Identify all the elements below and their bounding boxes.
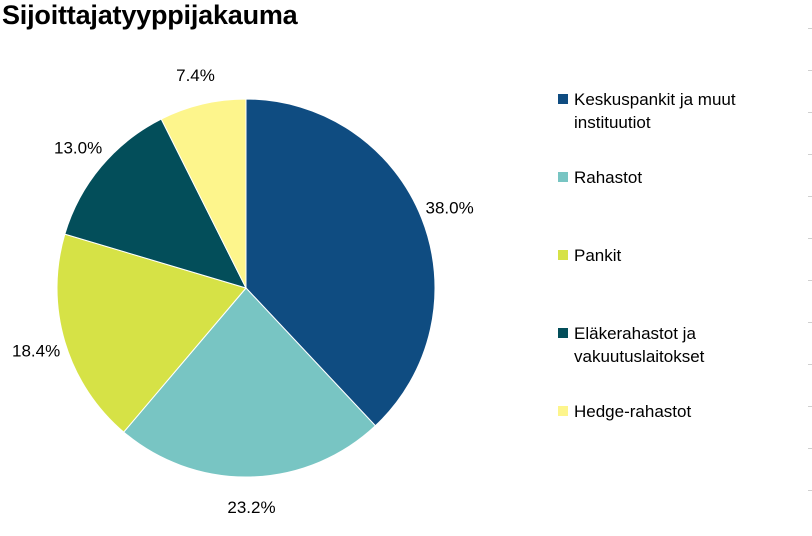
legend-label: Pankit — [574, 246, 622, 265]
legend-label: Rahastot — [574, 168, 643, 187]
legend-item-1: Keskuspankit ja muut instituutiot — [558, 88, 798, 134]
legend-swatch — [558, 250, 568, 260]
pie-slice-4 — [64, 118, 247, 289]
legend-label: Keskuspankit ja muut instituutiot — [574, 90, 736, 132]
legend-item-4: Eläkerahastot ja vakuutuslaitokset — [558, 322, 798, 368]
legend-swatch — [558, 406, 568, 416]
legend-swatch — [558, 172, 568, 182]
data-label-3: 18.4% — [12, 341, 60, 360]
data-label-5: 7.4% — [176, 66, 215, 85]
pie-slice-1 — [245, 98, 436, 427]
data-label-2: 23.2% — [227, 498, 275, 517]
chart-title: Sijoittajatyyppijakauma — [2, 0, 298, 30]
legend-swatch — [558, 94, 568, 104]
legend-swatch — [558, 328, 568, 338]
data-label-4: 13.0% — [54, 138, 102, 157]
data-label-1: 38.0% — [425, 198, 473, 217]
legend-item-2: Rahastot — [558, 166, 798, 189]
pie-slice-5 — [160, 98, 247, 289]
pie-slice-2 — [123, 287, 377, 478]
legend-label: Eläkerahastot ja vakuutuslaitokset — [574, 324, 705, 366]
legend-item-3: Pankit — [558, 244, 798, 267]
legend-item-5: Hedge-rahastot — [558, 400, 798, 423]
pie-slice-3 — [56, 233, 247, 433]
legend-label: Hedge-rahastot — [574, 402, 692, 421]
edge-tick-marks — [808, 0, 812, 536]
